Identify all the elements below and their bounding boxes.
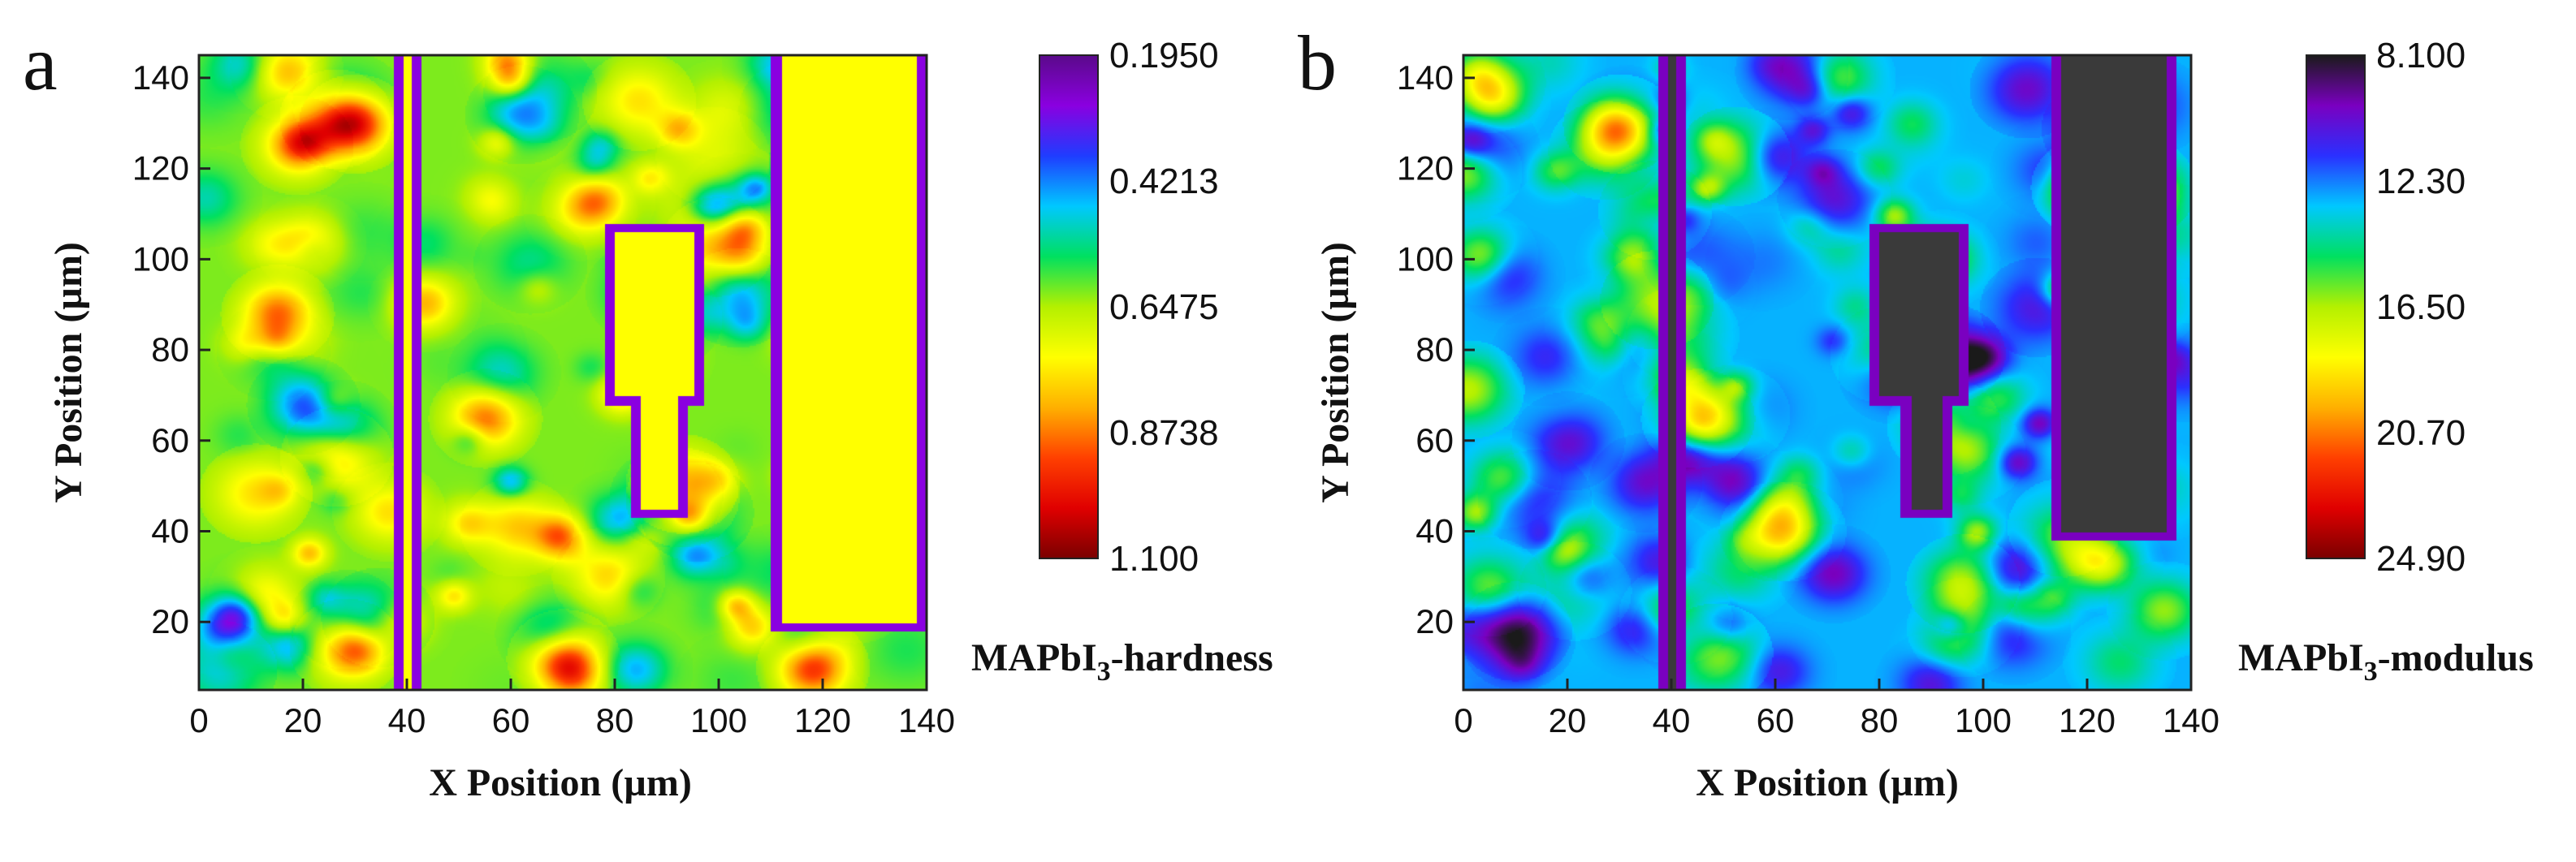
panel-b-colorbar-title: MAPbI3-modulus	[2238, 636, 2534, 687]
panel-b-y-axis-title: Y Position (µm)	[1314, 242, 1357, 503]
panel-a-y-axis-title: Y Position (µm)	[47, 242, 90, 503]
colorbar-tick-label: 0.6475	[1109, 287, 1219, 327]
y-tick-label: 80	[151, 330, 189, 369]
y-tick-label: 40	[1416, 512, 1454, 550]
panel-a-hardness-map: a 0 20 40 60 80 100 120 140 20 40 60 80 100 120 140 X …	[23, 19, 1273, 804]
x-tick-label: 100	[1955, 701, 2012, 739]
y-tick-label: 80	[1416, 330, 1454, 369]
panel-a-heatmap	[199, 55, 927, 690]
x-tick-label: 100	[690, 701, 747, 739]
x-tick-label: 120	[2059, 701, 2116, 739]
panel-b-colorbar	[2306, 54, 2366, 559]
x-tick-label: 0	[189, 701, 208, 739]
x-tick-label: 60	[1757, 701, 1795, 739]
panel-a-label: a	[23, 19, 58, 106]
colorbar-tick-label: 1.100	[1109, 539, 1199, 579]
y-tick-label: 40	[151, 512, 189, 550]
panel-b-modulus-map: b 0 20 40 60 80 100 120 140 20 40 60 80 100 120 140 X …	[1298, 19, 2534, 804]
y-tick-label: 20	[151, 602, 189, 640]
panel-b-label: b	[1298, 19, 1337, 106]
panel-a-colorbar-labels: 0.1950 0.4213 0.6475 0.8738 1.100	[1109, 36, 1219, 579]
panel-a-colorbar	[1039, 54, 1099, 559]
y-tick-label: 140	[132, 58, 189, 97]
panel-a-x-axis-title: X Position (µm)	[429, 761, 692, 804]
y-tick-label: 60	[151, 421, 189, 459]
panel-a-plot-frame	[197, 54, 928, 692]
x-tick-label: 0	[1454, 701, 1472, 739]
x-tick-label: 140	[898, 701, 955, 739]
colorbar-tick-label: 20.70	[2376, 413, 2466, 453]
panel-b-x-axis-title: X Position (µm)	[1696, 761, 1959, 804]
x-tick-label: 80	[1861, 701, 1899, 739]
x-tick-label: 20	[284, 701, 322, 739]
panel-b-heatmap	[1463, 55, 2191, 690]
x-tick-label: 140	[2163, 701, 2219, 739]
y-tick-label: 120	[1397, 149, 1454, 187]
y-tick-label: 20	[1416, 602, 1454, 640]
y-tick-label: 140	[1397, 58, 1454, 97]
x-tick-label: 40	[388, 701, 426, 739]
y-tick-label: 120	[132, 149, 189, 187]
panel-b-colorbar-labels: 8.100 12.30 16.50 20.70 24.90	[2376, 36, 2466, 579]
colorbar-tick-label: 24.90	[2376, 539, 2466, 579]
y-tick-label: 60	[1416, 421, 1454, 459]
y-tick-label: 100	[132, 239, 189, 278]
y-tick-label: 100	[1397, 239, 1454, 278]
panel-b-plot-frame	[1462, 54, 2193, 692]
colorbar-tick-label: 16.50	[2376, 287, 2466, 327]
panel-a-colorbar-title: MAPbI3-hardness	[971, 636, 1273, 687]
x-tick-label: 80	[596, 701, 634, 739]
colorbar-tick-label: 0.8738	[1109, 413, 1219, 453]
x-tick-label: 60	[492, 701, 530, 739]
panel-a-ticks: 0 20 40 60 80 100 120 140 20 40 60 80 100 120 140	[132, 58, 955, 739]
x-tick-label: 20	[1549, 701, 1587, 739]
panel-b-ticks: 0 20 40 60 80 100 120 140 20 40 60 80 100 120 140	[1397, 58, 2219, 739]
colorbar-tick-label: 12.30	[2376, 162, 2466, 201]
x-tick-label: 120	[794, 701, 851, 739]
colorbar-tick-label: 8.100	[2376, 36, 2466, 75]
colorbar-tick-label: 0.1950	[1109, 36, 1219, 75]
colorbar-tick-label: 0.4213	[1109, 162, 1219, 201]
x-tick-label: 40	[1653, 701, 1691, 739]
